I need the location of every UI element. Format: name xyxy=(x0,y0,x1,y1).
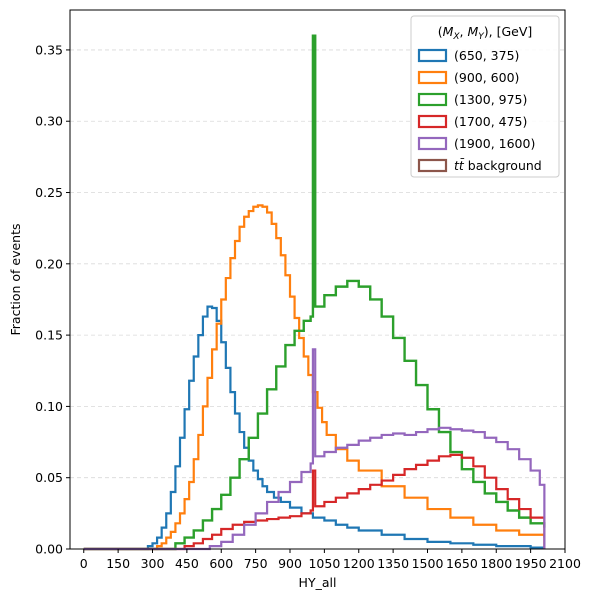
legend-swatch xyxy=(417,158,448,173)
x-tick-label: 1800 xyxy=(480,556,512,571)
legend-swatch xyxy=(417,48,448,63)
series-line xyxy=(83,305,545,551)
y-tick-label: 0.25 xyxy=(35,185,63,200)
x-axis: 0 150 300 450 600 750 900 1050 1200 1350 1500 1650 1… xyxy=(80,549,581,571)
legend-items: (650, 375) (900, 600) (1300, 975) (1700, 47… xyxy=(417,48,542,173)
x-tick-label: 600 xyxy=(209,556,233,571)
legend-swatch xyxy=(417,114,448,129)
series-line xyxy=(83,34,546,551)
series-line xyxy=(83,453,546,551)
series-line xyxy=(83,348,546,551)
x-tick-label: 1500 xyxy=(412,556,444,571)
x-tick-label: 2100 xyxy=(549,556,581,571)
legend-label: tt̄ background xyxy=(454,158,542,173)
legend: (MX, MY), [GeV] (650, 375) (900, 600) (130… xyxy=(410,15,560,178)
legend-label: (1900, 1600) xyxy=(454,136,535,151)
x-tick-label: 1050 xyxy=(308,556,340,571)
x-axis-label: HY_all xyxy=(299,575,337,590)
legend-label: (1700, 475) xyxy=(454,114,527,129)
y-tick-label: 0.30 xyxy=(35,114,63,129)
y-tick-label: 0.15 xyxy=(35,328,63,343)
series-line xyxy=(83,204,546,551)
x-tick-label: 1350 xyxy=(377,556,409,571)
x-tick-label: 900 xyxy=(278,556,302,571)
x-tick-label: 1200 xyxy=(343,556,375,571)
y-axis-label: Fraction of events xyxy=(8,223,23,335)
y-axis: 0.00 0.05 0.10 0.15 0.20 0.25 0.30 0.35 xyxy=(35,42,70,557)
x-tick-label: 450 xyxy=(175,556,199,571)
plot-frame xyxy=(69,9,566,550)
x-tick-label: 1950 xyxy=(515,556,547,571)
legend-title: (MX, MY), [GeV] xyxy=(438,24,533,42)
x-tick-label: 0 xyxy=(80,556,88,571)
y-tick-label: 0.05 xyxy=(35,470,63,485)
legend-label: (650, 375) xyxy=(454,48,519,63)
y-tick-label: 0.00 xyxy=(35,542,63,557)
legend-label: (900, 600) xyxy=(454,70,519,85)
y-tick-label: 0.20 xyxy=(35,256,63,271)
y-tick-label: 0.10 xyxy=(35,399,63,414)
x-tick-label: 150 xyxy=(106,556,130,571)
legend-box xyxy=(410,15,560,178)
x-tick-label: 1650 xyxy=(446,556,478,571)
legend-swatch xyxy=(417,70,448,85)
series-group xyxy=(83,34,546,551)
x-tick-label: 750 xyxy=(244,556,268,571)
legend-swatch xyxy=(417,136,448,151)
legend-label: (1300, 975) xyxy=(454,92,527,107)
legend-swatch xyxy=(417,92,448,107)
y-tick-label: 0.35 xyxy=(35,42,63,57)
x-tick-label: 300 xyxy=(141,556,165,571)
